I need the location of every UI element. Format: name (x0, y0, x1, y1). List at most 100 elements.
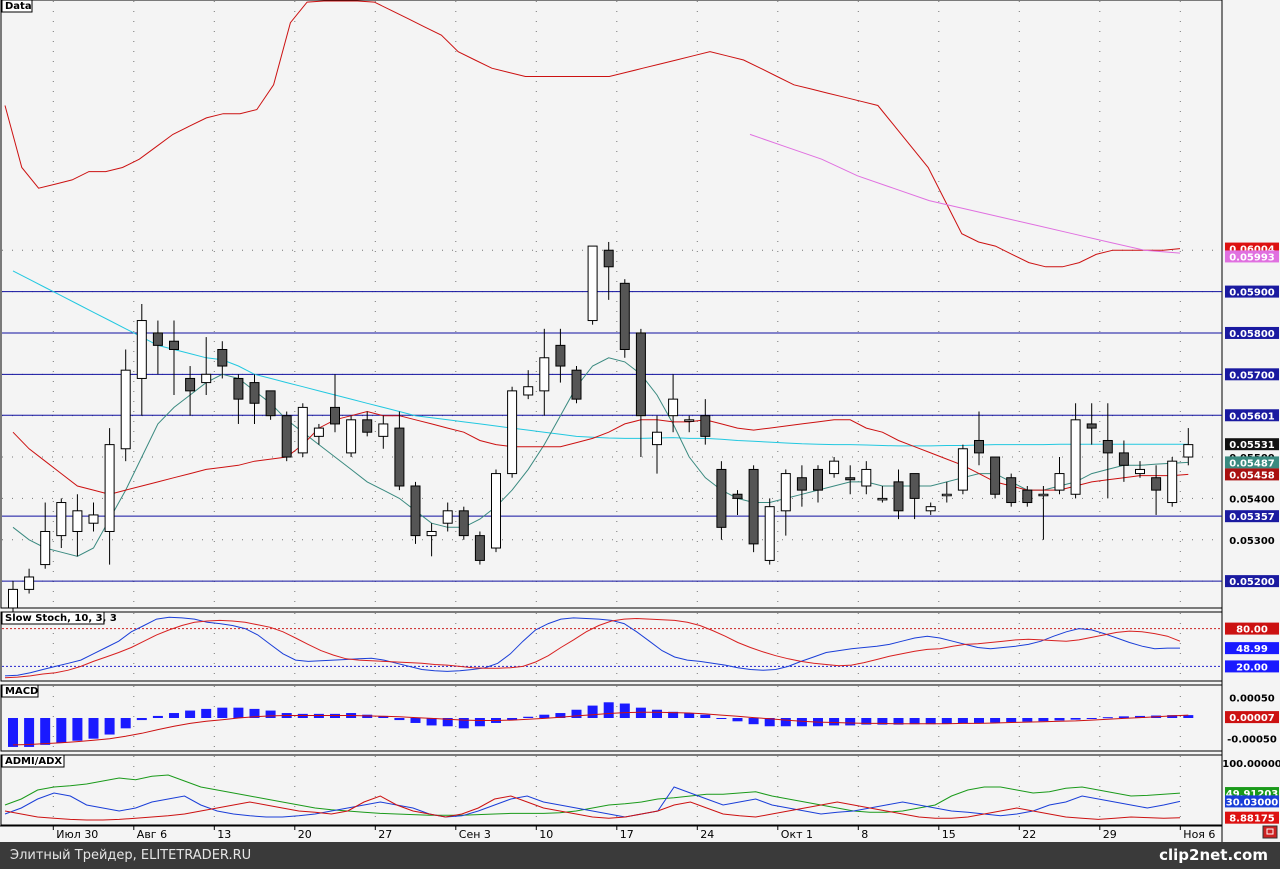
macd-panel (8, 702, 1194, 747)
footer-logo: clip2net.com (1159, 846, 1268, 864)
macd-bar (136, 718, 147, 721)
macd-bar (410, 718, 421, 723)
macd-bar (8, 718, 18, 747)
candle-body (281, 415, 292, 458)
candle-body (571, 369, 582, 400)
price-marker-label: 0.05487 (1229, 458, 1275, 469)
candle-body (1070, 419, 1081, 495)
candle-body (120, 369, 131, 450)
macd-bar (925, 718, 936, 725)
macd-tick-label: -0.00050 (1227, 735, 1277, 746)
time-tick-label: Авг 6 (137, 828, 167, 841)
candle-body (217, 348, 228, 367)
macd-bar (684, 713, 695, 718)
stoch-current-label-bg (1225, 642, 1279, 655)
macd-bar (1167, 715, 1178, 718)
candle-body (313, 427, 324, 437)
candle-body (442, 510, 453, 524)
candle-body (845, 477, 856, 481)
candle-body (136, 320, 147, 379)
macd-bar (539, 714, 550, 718)
macd-bar (474, 718, 485, 727)
macd-bar (442, 718, 453, 727)
macd-bar (1038, 718, 1049, 722)
macd-bar (764, 718, 775, 727)
time-tick-label: 24 (700, 828, 714, 841)
macd-bar (217, 707, 228, 718)
footer-bar: Элитный Трейдер, ELITETRADER.RU clip2net… (0, 842, 1280, 869)
level-label-bg (1225, 285, 1279, 298)
candle-body (635, 332, 646, 417)
macd-bar (1102, 717, 1113, 719)
level-label: 0.05357 (1229, 512, 1275, 523)
level-label: 0.05200 (1229, 577, 1275, 588)
macd-bar (233, 707, 244, 718)
price-marker-label: 0.05993 (1229, 252, 1275, 263)
macd-bar (555, 713, 566, 718)
candle-body (1135, 468, 1145, 475)
macd-bar (394, 718, 405, 721)
candle-body (233, 377, 244, 400)
level-label-bg (1225, 510, 1279, 523)
adx-value-label-bg (1225, 811, 1279, 824)
chart-canvas: 0.053000.054000.055000.060000.059000.058… (0, 0, 1280, 842)
candle-body (539, 357, 550, 392)
macd-bar (587, 705, 598, 718)
macd-bar (88, 718, 99, 739)
level-label-bg (1225, 326, 1279, 339)
candle-body (40, 530, 51, 566)
candle-body (104, 444, 115, 532)
panel-frame (0, 0, 1223, 609)
candle-body (185, 377, 196, 392)
candle-body (909, 473, 920, 499)
panel-frame (0, 611, 1223, 682)
macd-bar (426, 718, 437, 726)
candle-body (169, 340, 179, 350)
adx-tick-label: 100.00000 (1222, 759, 1280, 770)
price-marker-label: 0.05458 (1229, 470, 1275, 481)
time-tick-label: Ноя 6 (1183, 828, 1215, 841)
panel-titles: Data Slow Stoch, 10, 3, 3 MACD ADMI/ADX (1, 0, 117, 768)
macd-tick-label: 0.00050 (1229, 693, 1275, 704)
candle-body (24, 576, 35, 590)
macd-bar (507, 718, 518, 721)
macd-bar (893, 718, 904, 725)
macd-bar (861, 718, 872, 725)
price-marker-label-bg (1225, 250, 1279, 263)
level-label-bg (1225, 368, 1279, 381)
candle-body (796, 477, 807, 491)
price-tick-label: 0.05400 (1229, 494, 1275, 505)
candle-body (474, 535, 485, 561)
candle-body (893, 481, 904, 512)
candle-body (72, 510, 83, 532)
macd-current-label-bg (1225, 711, 1279, 724)
candle-body (555, 344, 566, 367)
candle-body (410, 485, 421, 537)
macd-bar (378, 715, 389, 718)
stoch-level-label: 20.00 (1236, 662, 1268, 673)
level-label-bg (1225, 409, 1279, 422)
candle-body (507, 390, 518, 475)
macd-bar (957, 718, 968, 724)
candle-body (523, 386, 534, 396)
time-tick-label: Окт 1 (781, 828, 813, 841)
candle-body (861, 468, 872, 487)
macd-bar (104, 718, 115, 735)
time-tick-label: 29 (1103, 828, 1117, 841)
macd-bar (845, 718, 856, 726)
macd-bar (120, 718, 131, 729)
level-label: 0.05601 (1229, 411, 1275, 422)
candle-body (330, 406, 340, 425)
macd-bar (201, 708, 212, 718)
candle-body (668, 398, 679, 417)
candle-body (957, 448, 968, 491)
scroll-corner[interactable] (1262, 825, 1278, 839)
time-tick-label: 20 (298, 828, 312, 841)
candle-body (1102, 439, 1113, 454)
price-marker-label-bg (1225, 438, 1279, 451)
ma-pink-line (749, 133, 1181, 254)
level-label: 0.05800 (1229, 329, 1275, 340)
macd-bar (185, 710, 196, 718)
time-tick-label: 13 (217, 828, 231, 841)
adx-value-label: 8.88175 (1229, 814, 1275, 825)
